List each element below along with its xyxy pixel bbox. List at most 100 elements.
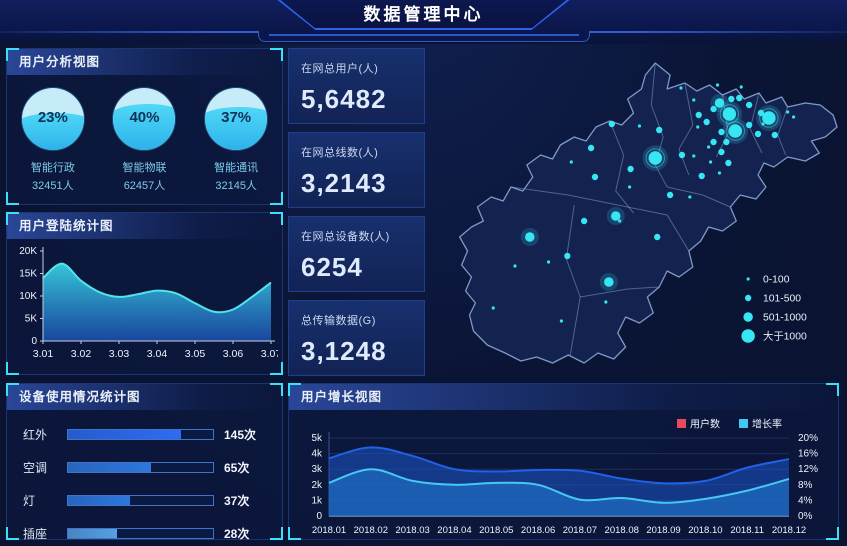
district-border xyxy=(580,286,660,298)
growth-ytick-right: 12% xyxy=(798,464,818,475)
gauge-count: 62457人 xyxy=(123,180,166,192)
corner-bracket xyxy=(6,192,19,205)
login-xtick: 3.07 xyxy=(261,348,278,360)
map-dot xyxy=(637,124,642,128)
device-label: 灯 xyxy=(23,494,36,508)
map-dot xyxy=(723,138,730,146)
growth-ytick-right: 8% xyxy=(798,480,813,491)
corner-bracket xyxy=(270,527,283,540)
device-row: 灯 37次 xyxy=(23,488,266,513)
device-count: 65次 xyxy=(224,461,250,475)
device-label: 空调 xyxy=(23,461,48,475)
login-xtick: 3.05 xyxy=(185,348,206,360)
map-dot xyxy=(725,159,732,167)
login-ytick: 15K xyxy=(19,269,37,280)
liquid-gauge-1: 40% 智能物联 62457人 xyxy=(101,88,187,193)
growth-xtick: 2018.12 xyxy=(772,525,806,536)
header-banner-inner xyxy=(280,0,567,28)
login-xtick: 3.06 xyxy=(223,348,244,360)
gauge-percent: 23% xyxy=(37,109,68,127)
stat-value: 3,2143 xyxy=(301,168,387,198)
map-dot xyxy=(591,173,599,181)
corner-bracket xyxy=(270,48,283,61)
district-border xyxy=(650,62,668,188)
map-dot xyxy=(786,110,790,114)
map-dot xyxy=(762,111,776,125)
growth-ytick-right: 0% xyxy=(798,511,813,522)
growth-xtick: 2018.07 xyxy=(563,525,597,536)
legend-swatch xyxy=(739,419,748,428)
map-dot xyxy=(559,319,563,323)
gauge-label: 智能行政 xyxy=(30,162,75,174)
legend-item-用户数[interactable]: 用户数 xyxy=(677,418,720,431)
stat-label: 在网总线数(人) xyxy=(301,147,379,159)
map-dot-ring xyxy=(645,148,665,168)
liquid-gauge-0: 23% 智能行政 32451人 xyxy=(10,88,96,193)
device-row: 插座 28次 xyxy=(23,521,266,546)
device-label: 红外 xyxy=(23,428,48,442)
stat-card-0: 在网总用户(人) 5,6482 xyxy=(288,48,425,124)
login-xtick: 3.03 xyxy=(109,348,130,360)
growth-ytick-right: 16% xyxy=(798,449,818,460)
device-bar-chart: 红外145次空调65次灯37次插座28次窗帘24次 xyxy=(7,410,282,546)
legend-item-增长率[interactable]: 增长率 xyxy=(739,418,782,431)
stat-label: 总传输数据(G) xyxy=(301,315,376,327)
map-dot xyxy=(754,130,762,138)
district-border xyxy=(749,92,763,154)
map-dot xyxy=(703,118,710,126)
map-dot xyxy=(728,95,735,103)
device-label: 插座 xyxy=(23,527,48,541)
map-legend-dot xyxy=(746,277,750,281)
login-area-chart: 0 5K 10K 15K 20K 3.01 3.02 3.03 3.04 3.05 3.06 3.07 xyxy=(19,246,278,360)
map-dot xyxy=(564,252,571,260)
map-dot xyxy=(722,107,737,121)
map-dot xyxy=(627,185,632,189)
map-dot xyxy=(745,101,753,109)
corner-bracket xyxy=(6,212,19,225)
growth-area-chart: 0 1k 2k 3k 4k 5k 0% 4% 8% 12% 16% 20% 2018.01 2018.02… xyxy=(311,418,818,537)
corner-bracket xyxy=(270,383,283,396)
growth-ytick-left: 3k xyxy=(311,464,323,475)
growth-line-增长率 xyxy=(328,468,790,504)
growth-xtick: 2018.06 xyxy=(521,525,555,536)
corner-bracket xyxy=(270,212,283,225)
map-dot xyxy=(695,111,702,119)
login-ytick: 20K xyxy=(19,246,37,257)
growth-ytick-left: 2k xyxy=(311,480,323,491)
map-dot xyxy=(580,217,588,225)
device-bar-fill xyxy=(68,463,151,472)
corner-bracket xyxy=(826,527,839,540)
map-dot xyxy=(525,232,535,242)
map-dot xyxy=(707,145,711,149)
map-dot xyxy=(698,172,705,180)
device-bar-track xyxy=(67,429,214,440)
map-dot xyxy=(627,165,634,173)
map-dot xyxy=(739,85,743,89)
growth-xtick: 2018.10 xyxy=(688,525,722,536)
map-dot xyxy=(692,98,696,102)
map-legend-label: 101-500 xyxy=(763,293,801,304)
map-dot xyxy=(648,151,662,165)
login-ytick: 0 xyxy=(31,336,37,347)
map-legend-dot xyxy=(741,329,755,343)
province-map-svg: 0-100 101-500 501-1000 大于1000 xyxy=(458,62,838,364)
map-dot xyxy=(611,211,621,221)
device-count: 37次 xyxy=(224,494,250,508)
gauge-circle: 37% xyxy=(205,88,268,150)
stat-cards-column: 在网总用户(人) 5,6482 在网总线数(人) 3,2143 在网总设备数(人) 625… xyxy=(288,48,425,376)
corner-bracket xyxy=(288,383,301,396)
login-xtick: 3.01 xyxy=(33,348,54,360)
map-dot xyxy=(715,83,720,87)
gauge-count: 32145人 xyxy=(215,180,257,192)
login-line xyxy=(42,262,272,314)
map-dot xyxy=(728,124,743,138)
corner-bracket xyxy=(6,527,19,540)
stat-label: 在网总用户(人) xyxy=(301,63,379,75)
map-dot xyxy=(666,191,674,199)
map-legend-label: 501-1000 xyxy=(763,312,807,323)
district-border xyxy=(565,204,581,356)
map-dot xyxy=(604,277,614,287)
corner-bracket xyxy=(826,383,839,396)
corner-bracket xyxy=(6,383,19,396)
